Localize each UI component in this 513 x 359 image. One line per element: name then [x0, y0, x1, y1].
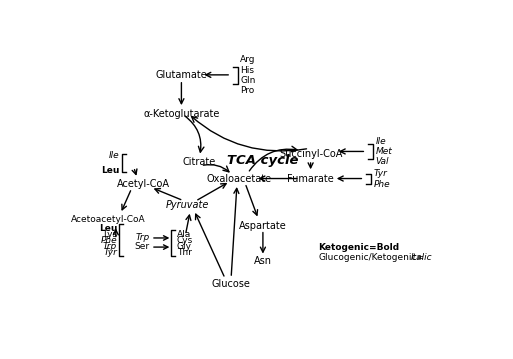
Text: Leu: Leu: [102, 166, 120, 175]
Text: Glucogenic/Ketogenic=: Glucogenic/Ketogenic=: [319, 253, 425, 262]
Text: Acetyl-CoA: Acetyl-CoA: [117, 179, 170, 189]
Text: Cys: Cys: [176, 236, 193, 245]
Text: Ser: Ser: [134, 242, 150, 251]
Text: TCA cycle: TCA cycle: [227, 154, 299, 167]
Text: Pyruvate: Pyruvate: [166, 200, 209, 210]
Text: Phe: Phe: [101, 236, 117, 245]
Text: Citrate: Citrate: [183, 157, 216, 167]
Text: Lys: Lys: [103, 230, 117, 239]
Text: Ala: Ala: [176, 230, 191, 239]
Text: Fumarate: Fumarate: [287, 173, 334, 183]
Text: Tyr: Tyr: [103, 248, 117, 257]
Text: Oxaloacetate: Oxaloacetate: [207, 173, 271, 183]
Text: Gly: Gly: [176, 242, 192, 251]
Text: Trp: Trp: [103, 242, 117, 251]
Text: Ketogenic=Bold: Ketogenic=Bold: [319, 243, 400, 252]
Text: Leu: Leu: [98, 224, 117, 233]
Text: Arg
His
Gln
Pro: Arg His Gln Pro: [240, 55, 256, 95]
Text: Aspartate: Aspartate: [239, 220, 287, 230]
Text: Italic: Italic: [411, 253, 433, 262]
Text: Ile: Ile: [109, 150, 120, 159]
Text: Trp: Trp: [135, 233, 150, 242]
Text: Glutamate: Glutamate: [155, 70, 207, 80]
Text: Ile
Met
Val: Ile Met Val: [376, 137, 392, 167]
Text: Succinyl-CoA: Succinyl-CoA: [279, 149, 342, 159]
Text: α-Ketoglutarate: α-Ketoglutarate: [143, 108, 220, 118]
Text: Thr: Thr: [176, 248, 191, 257]
Text: Tyr
Phe: Tyr Phe: [373, 169, 390, 188]
Text: Acetoacetyl-CoA: Acetoacetyl-CoA: [71, 215, 145, 224]
Text: Glucose: Glucose: [212, 279, 250, 289]
Text: Asn: Asn: [254, 256, 272, 266]
